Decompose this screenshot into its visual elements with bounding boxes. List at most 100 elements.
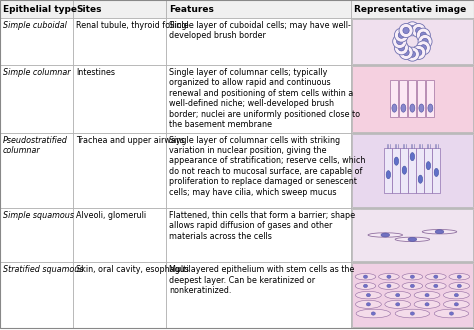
Ellipse shape — [412, 46, 426, 59]
Ellipse shape — [394, 157, 399, 165]
Text: Simple cuboidal: Simple cuboidal — [3, 21, 67, 30]
Ellipse shape — [371, 312, 375, 315]
Ellipse shape — [457, 275, 461, 279]
Ellipse shape — [408, 237, 417, 241]
Ellipse shape — [355, 282, 376, 289]
Ellipse shape — [366, 293, 371, 297]
Text: Simple squamous: Simple squamous — [3, 211, 74, 220]
Text: Skin, oral cavity, esophagus: Skin, oral cavity, esophagus — [76, 265, 189, 274]
Bar — [351, 65, 474, 133]
Text: Representative image: Representative image — [354, 5, 466, 14]
Ellipse shape — [395, 237, 429, 242]
Bar — [352, 19, 473, 64]
Bar — [0, 208, 73, 262]
Ellipse shape — [449, 282, 470, 289]
Ellipse shape — [420, 32, 427, 38]
Bar — [424, 148, 432, 193]
Bar — [399, 80, 407, 117]
Ellipse shape — [444, 300, 469, 308]
Ellipse shape — [392, 104, 397, 112]
Ellipse shape — [399, 23, 413, 38]
Ellipse shape — [385, 300, 410, 308]
Ellipse shape — [454, 303, 458, 306]
Ellipse shape — [410, 104, 415, 112]
Ellipse shape — [410, 152, 415, 161]
Bar — [352, 134, 473, 207]
Ellipse shape — [428, 104, 433, 112]
Text: Intestines: Intestines — [76, 68, 116, 77]
Ellipse shape — [425, 303, 429, 306]
Ellipse shape — [426, 282, 446, 289]
Ellipse shape — [422, 38, 428, 45]
Ellipse shape — [444, 291, 469, 299]
Ellipse shape — [394, 28, 409, 42]
Bar — [166, 0, 351, 18]
Bar — [401, 148, 408, 193]
Bar — [73, 133, 166, 208]
Ellipse shape — [422, 230, 457, 234]
Ellipse shape — [356, 300, 381, 308]
Ellipse shape — [418, 34, 432, 49]
Bar — [352, 209, 473, 261]
Bar — [417, 80, 425, 117]
Ellipse shape — [449, 312, 454, 315]
Bar — [384, 148, 392, 193]
Text: Sites: Sites — [76, 5, 102, 14]
Ellipse shape — [397, 38, 403, 45]
Ellipse shape — [416, 41, 430, 55]
Ellipse shape — [434, 284, 438, 287]
Bar — [351, 208, 474, 262]
Ellipse shape — [426, 274, 446, 280]
Bar — [0, 133, 73, 208]
Ellipse shape — [379, 274, 399, 280]
Bar — [426, 80, 434, 117]
Bar — [0, 65, 73, 133]
Ellipse shape — [379, 282, 399, 289]
Bar — [352, 66, 473, 132]
Text: Single layer of columnar cells; typically
organized to allow rapid and continuou: Single layer of columnar cells; typicall… — [169, 68, 360, 129]
Ellipse shape — [356, 309, 391, 318]
Ellipse shape — [399, 46, 413, 59]
Ellipse shape — [366, 303, 371, 306]
Ellipse shape — [387, 284, 391, 287]
Ellipse shape — [356, 291, 381, 299]
Ellipse shape — [364, 284, 367, 287]
Text: Alveoli, glomeruli: Alveoli, glomeruli — [76, 211, 146, 220]
Ellipse shape — [398, 32, 404, 38]
Ellipse shape — [395, 309, 429, 318]
Text: Trachea and upper airways: Trachea and upper airways — [76, 136, 185, 145]
Ellipse shape — [409, 51, 416, 57]
Ellipse shape — [425, 293, 429, 297]
Bar — [166, 18, 351, 65]
Ellipse shape — [449, 274, 470, 280]
Ellipse shape — [403, 27, 409, 34]
Ellipse shape — [405, 22, 419, 36]
Ellipse shape — [381, 233, 390, 237]
Ellipse shape — [409, 26, 416, 32]
Ellipse shape — [434, 309, 469, 318]
Bar — [392, 148, 400, 193]
Bar — [73, 262, 166, 328]
Bar — [0, 262, 73, 328]
Ellipse shape — [396, 293, 400, 297]
Bar — [0, 18, 73, 65]
Ellipse shape — [392, 34, 407, 49]
Bar — [73, 208, 166, 262]
Text: Epithelial type: Epithelial type — [3, 5, 77, 14]
Text: Pseudostratified
columnar: Pseudostratified columnar — [3, 136, 68, 155]
Ellipse shape — [434, 275, 438, 279]
Ellipse shape — [412, 23, 426, 38]
Ellipse shape — [396, 303, 400, 306]
Ellipse shape — [416, 28, 430, 42]
Text: Renal tubule, thyroid follicle: Renal tubule, thyroid follicle — [76, 21, 189, 30]
Bar — [73, 65, 166, 133]
Bar — [351, 18, 474, 65]
Ellipse shape — [426, 162, 430, 170]
Text: Single layer of cuboidal cells; may have well-
developed brush border: Single layer of cuboidal cells; may have… — [169, 21, 351, 40]
Ellipse shape — [410, 312, 414, 315]
Text: Stratified squamous: Stratified squamous — [3, 265, 83, 274]
Ellipse shape — [402, 274, 423, 280]
Ellipse shape — [405, 47, 419, 61]
Ellipse shape — [355, 274, 376, 280]
Ellipse shape — [403, 49, 409, 56]
